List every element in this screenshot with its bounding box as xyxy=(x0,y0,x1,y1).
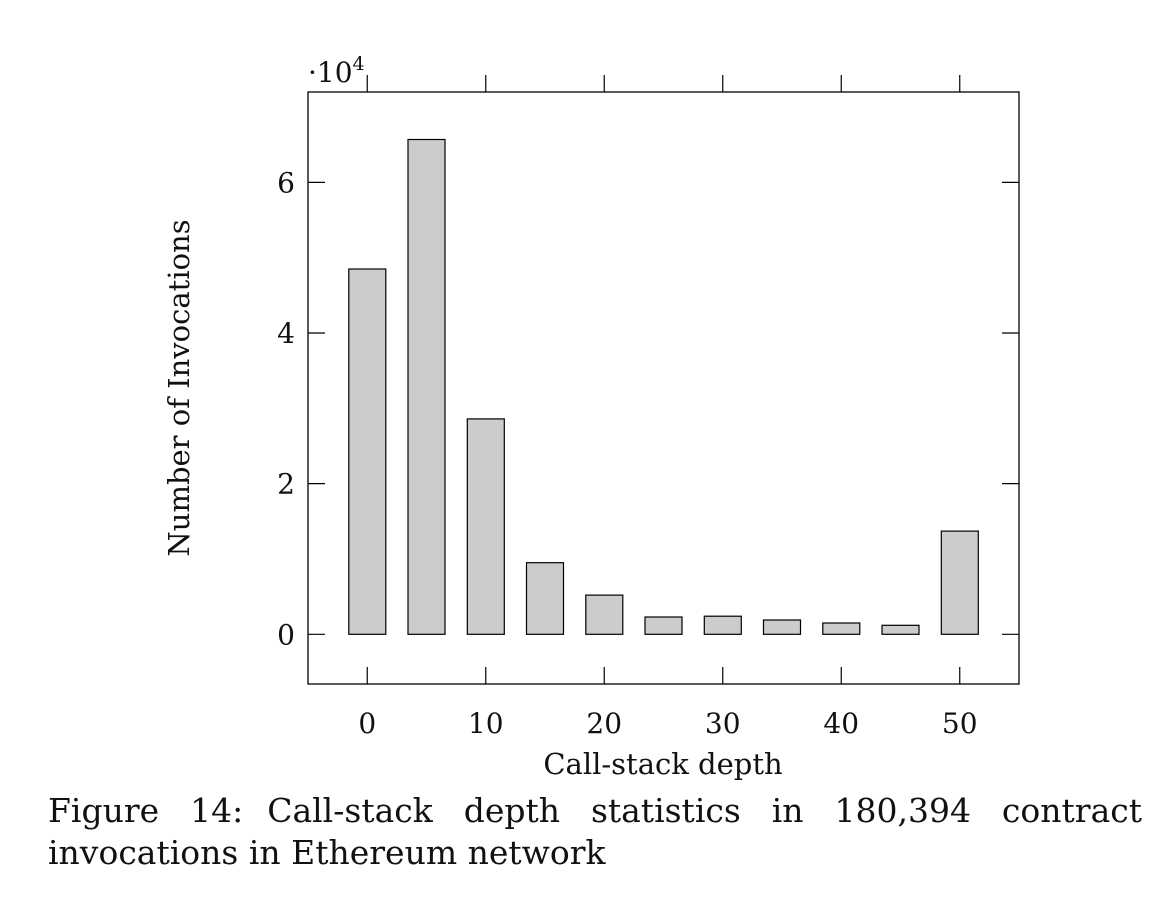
x-tick-label-30: 30 xyxy=(705,707,741,740)
x-axis-label: Call-stack depth xyxy=(543,747,782,781)
bar-depth-35 xyxy=(762,619,802,635)
y-multiplier-label: ·104 xyxy=(308,53,365,89)
bar-depth-30 xyxy=(703,615,742,635)
x-tick-label-20: 20 xyxy=(586,707,622,740)
plot-frame xyxy=(307,91,1020,685)
figure-caption-text: Call-stack depth statistics in 180,394 c… xyxy=(48,791,1142,872)
bars-layer xyxy=(348,138,979,635)
y-axis-label: Number of Invocations xyxy=(162,219,196,556)
bar-depth-15 xyxy=(525,562,565,635)
bar-depth-45 xyxy=(881,624,920,635)
figure-caption-label: Figure 14: xyxy=(48,791,244,830)
tick-labels-layer: 0 10 20 30 40 50 0 2 4 6 xyxy=(277,166,977,740)
y-tick-label-2: 2 xyxy=(277,468,295,501)
y-multiplier-exponent: 4 xyxy=(353,53,365,75)
x-tick-label-10: 10 xyxy=(468,707,504,740)
bar-depth-0 xyxy=(348,268,387,635)
x-tick-label-40: 40 xyxy=(823,707,859,740)
ticks-layer xyxy=(308,75,1019,684)
x-tick-label-0: 0 xyxy=(358,707,376,740)
y-tick-label-0: 0 xyxy=(277,618,295,651)
bar-depth-40 xyxy=(822,622,861,635)
bar-depth-50 xyxy=(940,530,979,635)
bar-depth-5 xyxy=(407,138,446,635)
bar-depth-20 xyxy=(585,594,624,635)
bar-depth-10 xyxy=(466,418,505,635)
bar-chart: 0 10 20 30 40 50 0 2 4 6 ·104 Call-stack depth Nu… xyxy=(162,53,1020,781)
bar-depth-25 xyxy=(644,616,683,635)
y-tick-label-4: 4 xyxy=(277,317,295,350)
y-tick-label-6: 6 xyxy=(277,166,295,199)
figure-caption: Figure 14: Call-stack depth statistics in… xyxy=(48,790,1142,874)
x-tick-label-50: 50 xyxy=(942,707,978,740)
